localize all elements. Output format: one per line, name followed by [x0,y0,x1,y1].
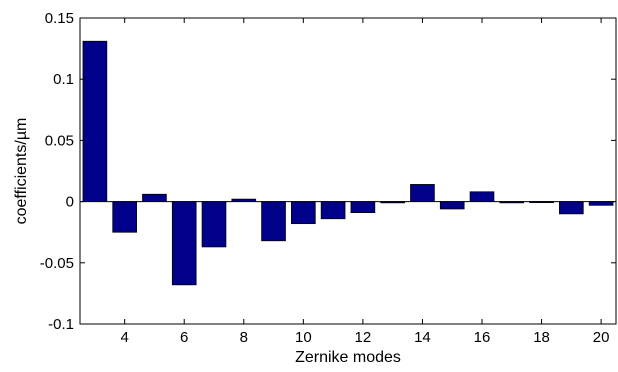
y-tick-label: 0 [66,194,74,211]
y-ticks-group: 0.15 0.1 0.05 0 -0.05 -0.1 [40,10,616,333]
bar-mode-15 [439,201,465,210]
x-tick-label: 4 [120,329,128,346]
bar-mode-14 [410,184,435,203]
bar-mode-7 [201,201,227,248]
x-tick-label: 14 [414,329,431,346]
x-ticks-group: 4 6 8 10 12 14 16 18 20 [120,18,609,346]
x-tick-label: 6 [180,329,188,346]
x-tick-label: 16 [474,329,491,346]
bar-mode-12 [350,201,376,214]
x-tick-label: 20 [593,329,610,346]
bar-mode-9 [261,201,286,242]
plot-frame [79,17,617,325]
bar-mode-4 [112,201,137,233]
bars-group [82,40,614,286]
x-tick-label: 18 [533,329,550,346]
y-tick-label: 0.1 [53,71,74,88]
bar-mode-3 [82,40,108,202]
x-tick-label: 10 [295,329,312,346]
bar-mode-11 [320,201,346,220]
plot-area [80,18,616,324]
y-tick-label: -0.1 [48,316,74,333]
y-tick-label: 0.05 [45,132,74,149]
x-tick-label: 12 [355,329,372,346]
bar-mode-16 [469,191,495,202]
bar-mode-10 [291,201,316,225]
bar-mode-20 [588,201,614,206]
y-tick-label: 0.15 [45,10,74,27]
bar-mode-5 [142,193,167,202]
bar-mode-6 [171,201,197,286]
y-tick-label: -0.05 [40,255,74,272]
x-axis-label: Zernike modes [295,349,401,366]
bar-mode-19 [559,201,584,215]
x-tick-label: 8 [240,329,248,346]
y-axis-label: coefficients/µm [13,118,30,225]
